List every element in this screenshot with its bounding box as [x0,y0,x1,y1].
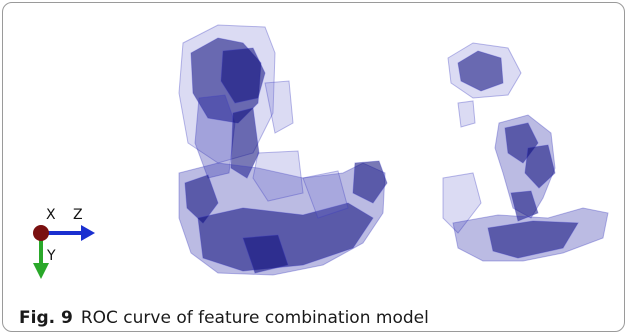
left-cluster [179,25,387,275]
z-axis-label: Z [73,207,83,223]
page: X Z Y Fig. 9 ROC curve of feature combina… [0,0,627,334]
y-arrow-head [33,263,49,279]
caption: Fig. 9 ROC curve of feature combination m… [19,308,429,328]
figure-frame: X Z Y Fig. 9 ROC curve of feature combina… [2,2,625,332]
rendering: X Z Y [3,3,624,331]
figure-label: Fig. 9 [19,308,73,328]
x-axis-dot [33,225,49,241]
blob [458,101,475,127]
axis-indicator: X Z Y [33,207,95,279]
caption-text: ROC curve of feature combination model [81,308,429,328]
z-arrow-head [81,225,95,241]
right-cluster [443,43,608,261]
y-axis-label: Y [46,248,56,264]
x-axis-label: X [46,207,56,223]
